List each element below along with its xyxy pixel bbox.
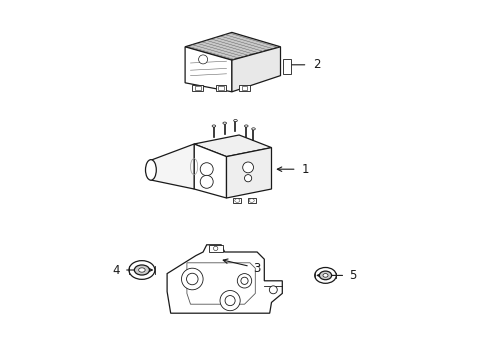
Text: 3: 3 [253,262,260,275]
Ellipse shape [139,268,145,272]
Ellipse shape [213,246,218,251]
Bar [218,86,224,90]
Bar [194,86,200,90]
Ellipse shape [198,55,207,64]
Ellipse shape [181,268,203,290]
Ellipse shape [200,175,213,188]
Polygon shape [194,144,226,198]
Ellipse shape [145,159,156,180]
Polygon shape [185,32,280,60]
Ellipse shape [249,199,254,202]
Bar [233,198,241,203]
Bar [215,85,226,91]
Bar [247,198,255,203]
Ellipse shape [237,274,251,288]
Ellipse shape [269,286,277,294]
Ellipse shape [200,163,213,176]
Bar [283,59,290,74]
Bar [192,85,203,91]
Text: 2: 2 [312,58,320,71]
Polygon shape [226,148,271,198]
Ellipse shape [186,273,198,285]
Ellipse shape [129,261,155,279]
Ellipse shape [233,120,237,122]
Ellipse shape [220,291,240,311]
Bar [241,86,247,90]
Ellipse shape [319,271,331,280]
Polygon shape [194,135,271,157]
Ellipse shape [224,296,235,306]
Bar [208,245,222,252]
Bar [239,85,249,91]
Ellipse shape [234,199,239,202]
Ellipse shape [212,125,215,127]
Ellipse shape [244,125,247,127]
Polygon shape [231,47,280,92]
Polygon shape [167,245,282,313]
Ellipse shape [314,267,336,283]
Text: 5: 5 [349,269,356,282]
Polygon shape [151,144,194,189]
Ellipse shape [251,128,255,130]
Ellipse shape [223,122,226,124]
Ellipse shape [322,274,327,277]
Ellipse shape [242,162,253,173]
Ellipse shape [244,175,251,182]
Ellipse shape [134,265,149,275]
Text: 4: 4 [112,264,120,276]
Text: 1: 1 [302,163,309,176]
Ellipse shape [241,277,247,284]
Polygon shape [185,47,231,92]
